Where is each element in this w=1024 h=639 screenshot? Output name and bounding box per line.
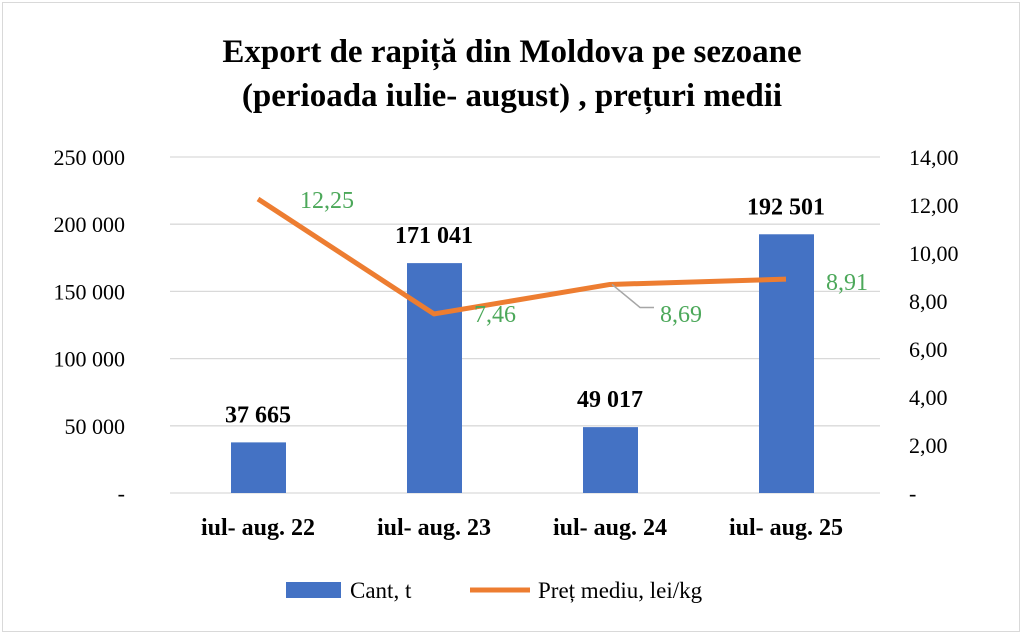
leader-line: [611, 283, 654, 309]
legend-label: Preț mediu, lei/kg: [538, 578, 703, 603]
bar-data-label: 49 017: [577, 387, 643, 413]
x-tick-label: iul- aug. 25: [729, 515, 843, 541]
y-left-tick-label: 200 000: [54, 212, 126, 237]
y-left-tick-label: -: [118, 481, 125, 506]
bar: [583, 427, 638, 493]
y-right-tick-label: 2,00: [909, 433, 948, 458]
line-data-label: 7,46: [474, 302, 516, 328]
legend-bar-swatch: [286, 582, 341, 598]
y-right-tick-label: -: [909, 481, 916, 506]
x-tick-label: iul- aug. 24: [553, 515, 667, 541]
y-right-tick-label: 6,00: [909, 337, 948, 362]
line-data-label: 12,25: [300, 188, 354, 214]
line-series: [256, 196, 787, 317]
line-data-label: 8,69: [660, 302, 702, 328]
line-data-label: 8,91: [826, 270, 868, 296]
x-tick-label: iul- aug. 22: [201, 515, 315, 541]
x-tick-label: iul- aug. 23: [377, 515, 491, 541]
bar: [759, 234, 814, 493]
chart-title-line: (perioada iulie- august) , prețuri medii: [242, 78, 782, 115]
y-right-tick-label: 14,00: [909, 145, 959, 170]
y-left-tick-label: 150 000: [54, 279, 126, 304]
y-right-tick-label: 12,00: [909, 193, 959, 218]
bar-data-label: 171 041: [395, 223, 473, 249]
legend-label: Cant, t: [350, 578, 412, 603]
bar-data-label: 37 665: [225, 402, 291, 428]
bar-data-label: 192 501: [747, 194, 825, 220]
y-right-tick-label: 10,00: [909, 241, 959, 266]
y-right-tick-label: 8,00: [909, 289, 948, 314]
y-left-tick-label: 50 000: [65, 414, 126, 439]
y-left-tick-label: 250 000: [54, 145, 126, 170]
chart-title-line: Export de rapiță din Moldova pe sezoane: [222, 34, 801, 71]
y-left-tick-label: 100 000: [54, 347, 126, 372]
bar: [231, 442, 286, 493]
y-right-tick-label: 4,00: [909, 385, 948, 410]
bar: [407, 263, 462, 493]
